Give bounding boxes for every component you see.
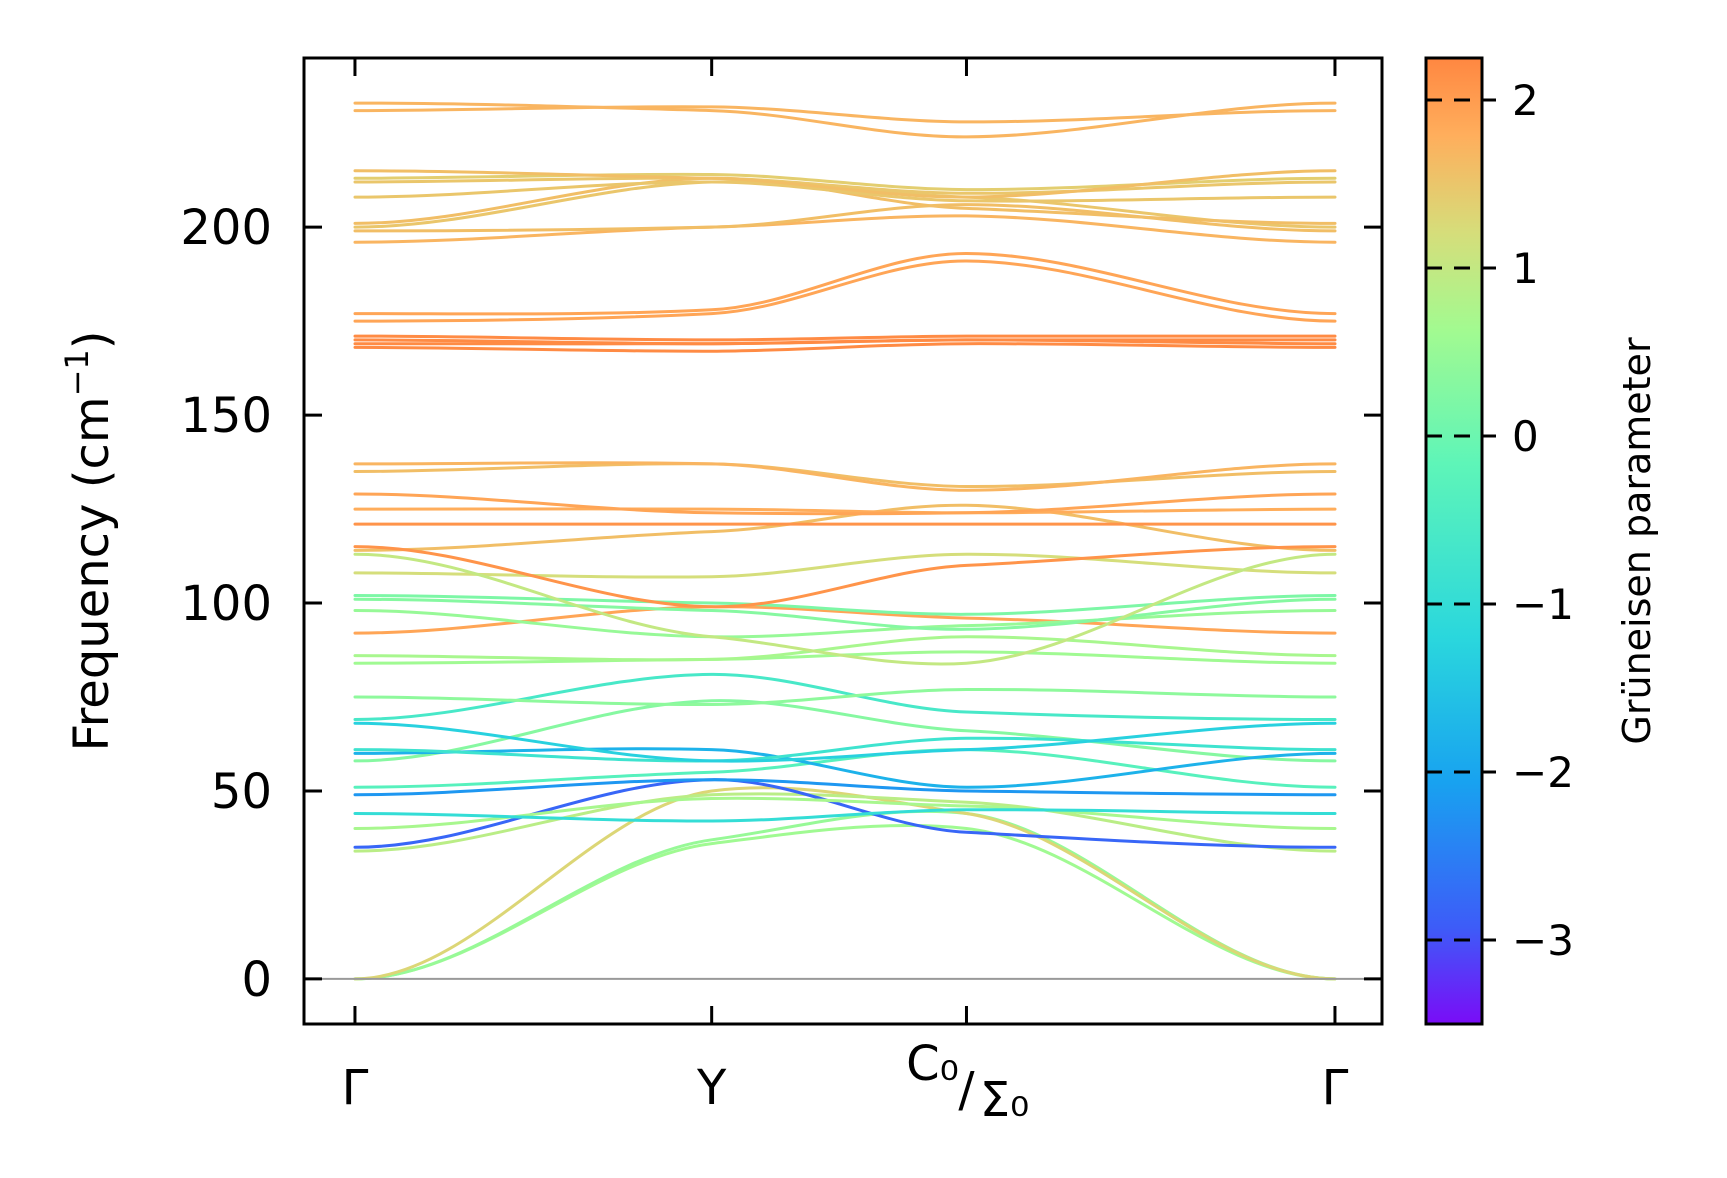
band-band-168: [353, 342, 1337, 353]
y-tick-label: 100: [180, 576, 272, 632]
y-axis-title-text: Frequency (cm: [64, 396, 120, 751]
band-band-113: [353, 552, 1337, 666]
colorbar-tick-label: 1: [1512, 244, 1539, 293]
x-tick-label: Γ: [1322, 1060, 1349, 1116]
band-band-177: [353, 251, 1337, 316]
colorbar-tick-label: −2: [1512, 748, 1574, 797]
band-band-98: [353, 609, 1337, 639]
band-band-49: [353, 778, 1337, 797]
band-band-137: [353, 461, 1337, 492]
band-band-125: [353, 507, 1337, 515]
band-band-212: [353, 176, 1337, 195]
band-band-171: [353, 334, 1337, 342]
band-band-170: [353, 338, 1337, 346]
band-band-102: [353, 594, 1337, 616]
y-axis-title: Frequency (cm−1): [58, 330, 120, 751]
band-band-44: [353, 808, 1337, 823]
y-tick-label: 50: [211, 764, 272, 820]
band-lines: [353, 101, 1337, 981]
band-band-208: [353, 180, 1337, 203]
colorbar-tick-label: −3: [1512, 916, 1574, 965]
y-axis-title-exponent: −1: [58, 349, 96, 396]
band-band-58: [353, 699, 1337, 763]
band-band-196: [353, 214, 1337, 244]
band-band-60: [353, 747, 1337, 789]
band-band-175: [353, 259, 1337, 323]
y-axis: 0 50 100 150 200: [180, 200, 1382, 1008]
band-band-101: [353, 597, 1337, 631]
band-band-51: [353, 748, 1337, 789]
band-band-115: [353, 545, 1337, 609]
band-band-231: [353, 105, 1337, 124]
x-tick-label: Γ: [342, 1060, 369, 1116]
y-axis-title-close: ): [64, 330, 120, 349]
x-tick-label: Y: [696, 1060, 727, 1116]
band-band-135: [353, 462, 1337, 489]
band-band-86: [353, 635, 1337, 662]
colorbar-gradient: [1424, 56, 1484, 1026]
band-band-34: [353, 792, 1337, 853]
band-band-129: [353, 492, 1337, 516]
x-tick-label-upper: C₀: [906, 1036, 959, 1092]
x-axis: Γ Y C₀ / Σ₀ Γ: [342, 58, 1349, 1128]
band-band-61: [353, 736, 1337, 763]
y-tick-label: 150: [180, 388, 272, 444]
band-band-215: [353, 169, 1337, 199]
band-acoustic-1: [353, 823, 1337, 981]
x-tick-label-separator: /: [958, 1062, 975, 1118]
colorbar-title: Grüneisen parameter: [1615, 337, 1659, 745]
band-band-114: [353, 503, 1337, 552]
band-band-68: [353, 721, 1337, 763]
band-acoustic-3: [353, 786, 1337, 981]
band-band-233: [353, 101, 1337, 139]
plot-frame: [302, 56, 1384, 1026]
band-band-40: [353, 796, 1337, 830]
band-band-108: [353, 552, 1337, 579]
x-tick-label-lower: Σ₀: [980, 1072, 1030, 1128]
colorbar-ticks: −3 −2 −1 0 1 2: [1426, 76, 1574, 965]
colorbar-tick-label: −1: [1512, 580, 1574, 629]
band-band-75: [353, 687, 1337, 707]
colorbar-tick-label: 0: [1512, 412, 1539, 461]
y-tick-label: 0: [241, 952, 272, 1008]
band-band-69: [353, 672, 1337, 721]
y-tick-label: 200: [180, 200, 272, 256]
colorbar: −3 −2 −1 0 1 2 Grüneisen parameter: [1424, 56, 1659, 1026]
colorbar-tick-label: 2: [1512, 76, 1539, 125]
